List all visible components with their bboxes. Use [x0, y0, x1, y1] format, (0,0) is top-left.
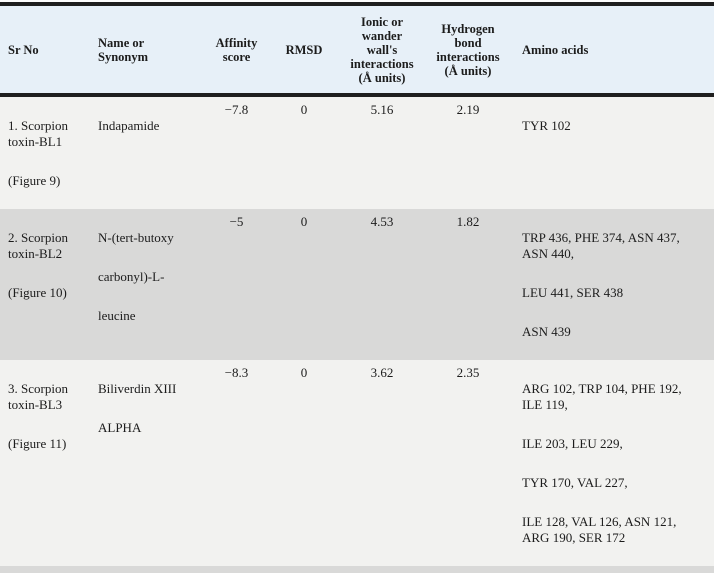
- ligand-name: Biliverdin XIII: [98, 381, 177, 396]
- cell-rmsd: 0: [300, 365, 308, 380]
- sr-no-text: 3. Scorpion toxin-BL3: [8, 381, 68, 412]
- cell-ionic-interactions: 4.47, 5.46: [340, 566, 428, 573]
- col-header-hydrogen-bond-interactions: Hydrogen bond interactions (Å units): [436, 22, 500, 78]
- ligand-name: ALPHA: [98, 420, 142, 435]
- table-header-row: Sr No Name or Synonym Affinity score RMS…: [0, 6, 714, 93]
- table-row: 1. Scorpion toxin-BL1 (Figure 9) Indapam…: [0, 97, 714, 209]
- cell-hydrogen-bond-interactions: 0: [428, 566, 512, 573]
- ligand-name: carbonyl)-L-: [98, 269, 165, 284]
- cell-ionic-interactions: 5.16: [370, 102, 394, 117]
- amino-acids-text: TYR 102: [522, 118, 571, 133]
- cell-rmsd: 0: [300, 102, 308, 117]
- ligand-name: N-(tert-butoxy: [98, 230, 174, 245]
- cell-sr-no: 4. Scorpion toxin-BL4 (Figure 12): [0, 566, 98, 573]
- cell-name-or-synonym: S-3a-hydroxy- 5-methyl-1- phenyl-2,3,3a,…: [98, 566, 205, 573]
- col-header-ionic-interactions: Ionic or wander wall's interactions (Å u…: [350, 15, 414, 85]
- cell-name-or-synonym: N-(tert-butoxy carbonyl)-L- leucine: [98, 209, 205, 360]
- cell-amino-acids: ARG 102, TRP 104, PHE 192, ILE 119, ILE …: [512, 360, 714, 566]
- cell-hydrogen-bond-interactions: 1.82: [456, 214, 480, 229]
- ligand-name: Indapamide: [98, 118, 160, 133]
- ligand-name: leucine: [98, 308, 136, 323]
- col-header-sr-no: Sr No: [8, 43, 39, 57]
- cell-rmsd: 0: [272, 566, 340, 573]
- sr-no-text: 2. Scorpion toxin-BL2: [8, 230, 68, 261]
- cell-hydrogen-bond-interactions: 2.19: [456, 102, 480, 117]
- cell-amino-acids: TYR 102, LEU 452: [512, 566, 714, 573]
- amino-acids-text: TYR 170, VAL 227,: [522, 475, 628, 490]
- figure-ref: (Figure 10): [8, 285, 67, 300]
- sr-no-text: 1. Scorpion toxin-BL1: [8, 118, 68, 149]
- cell-sr-no: 2. Scorpion toxin-BL2 (Figure 10): [0, 209, 98, 360]
- col-header-amino-acids: Amino acids: [522, 43, 589, 57]
- amino-acids-text: ARG 102, TRP 104, PHE 192, ILE 119,: [522, 381, 682, 412]
- cell-hydrogen-bond-interactions: 2.35: [456, 365, 480, 380]
- col-header-name-or-synonym: Name or Synonym: [98, 36, 149, 64]
- amino-acids-text: TRP 436, PHE 374, ASN 437, ASN 440,: [522, 230, 680, 261]
- cell-amino-acids: TRP 436, PHE 374, ASN 437, ASN 440, LEU …: [512, 209, 714, 360]
- cell-name-or-synonym: Biliverdin XIII ALPHA: [98, 360, 205, 566]
- cell-name-or-synonym: Indapamide: [98, 97, 205, 209]
- col-header-rmsd: RMSD: [285, 43, 323, 57]
- amino-acids-text: ASN 439: [522, 324, 571, 339]
- table-top-border: [0, 2, 714, 6]
- col-header-affinity-score: Affinity score: [215, 36, 258, 64]
- cell-ionic-interactions: 3.62: [370, 365, 394, 380]
- cell-affinity-score: −5: [229, 214, 244, 229]
- cell-sr-no: 1. Scorpion toxin-BL1 (Figure 9): [0, 97, 98, 209]
- table-row: 3. Scorpion toxin-BL3 (Figure 11) Bilive…: [0, 360, 714, 566]
- table-row: 2. Scorpion toxin-BL2 (Figure 10) N-(ter…: [0, 209, 714, 360]
- amino-acids-text: ILE 203, LEU 229,: [522, 436, 623, 451]
- cell-rmsd: 0: [300, 214, 308, 229]
- figure-ref: (Figure 11): [8, 436, 67, 451]
- cell-sr-no: 3. Scorpion toxin-BL3 (Figure 11): [0, 360, 98, 566]
- table-row: 4. Scorpion toxin-BL4 (Figure 12) S-3a-h…: [0, 566, 714, 573]
- amino-acids-text: ILE 128, VAL 126, ASN 121, ARG 190, SER …: [522, 514, 677, 545]
- figure-ref: (Figure 9): [8, 173, 61, 188]
- cell-amino-acids: TYR 102: [512, 97, 714, 209]
- cell-affinity-score: −7.8: [224, 102, 249, 117]
- amino-acids-text: LEU 441, SER 438: [522, 285, 624, 300]
- header-divider: [0, 93, 714, 97]
- cell-affinity-score: −8.3: [224, 365, 249, 380]
- cell-ionic-interactions: 4.53: [370, 214, 394, 229]
- cell-affinity-score: −7.3: [205, 566, 272, 573]
